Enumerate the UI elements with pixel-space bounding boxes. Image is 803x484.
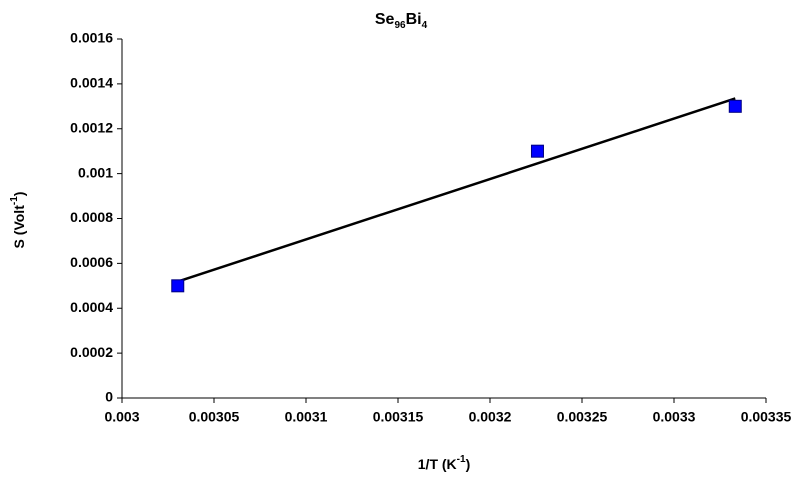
x-tick-label: 0.00325 [557, 409, 608, 425]
text-segment: S (Volt [11, 205, 27, 249]
marker [530, 144, 544, 158]
y-tick-label: 0.0012 [70, 119, 113, 135]
y-tick-label: 0.0008 [70, 209, 113, 225]
y-axis-label: S (Volt-1) [9, 192, 27, 249]
y-tick-label: 0.0004 [70, 299, 113, 315]
marker [728, 99, 742, 113]
x-tick-label: 0.00305 [189, 409, 240, 425]
x-tick-label: 0.0032 [469, 409, 512, 425]
text-segment: 1/T (K [418, 456, 457, 472]
x-tick-label: 0.00335 [741, 409, 792, 425]
y-tick-label: 0.0016 [70, 30, 113, 46]
x-tick-label: 0.003 [104, 409, 139, 425]
x-tick-label: 0.0033 [653, 409, 696, 425]
text-segment: 96 [394, 20, 406, 31]
trendline [177, 97, 736, 283]
y-tick-label: 0 [105, 389, 113, 405]
y-tick-label: 0.001 [78, 164, 113, 180]
text-segment: -1 [9, 196, 20, 205]
text-segment: Bi [406, 11, 422, 28]
y-tick-label: 0.0014 [70, 75, 113, 91]
text-segment: 4 [422, 20, 428, 31]
y-tick-label: 0.0006 [70, 254, 113, 270]
chart-title: Se96Bi4 [375, 11, 428, 31]
text-segment: ) [11, 192, 27, 197]
text-segment: -1 [457, 454, 466, 465]
x-tick-label: 0.0031 [285, 409, 328, 425]
marker [171, 279, 185, 293]
x-axis-label: 1/T (K-1) [418, 454, 470, 472]
text-segment: Se [375, 11, 395, 28]
x-tick-label: 0.00315 [373, 409, 424, 425]
text-segment: ) [466, 456, 471, 472]
y-tick-label: 0.0002 [70, 344, 113, 360]
